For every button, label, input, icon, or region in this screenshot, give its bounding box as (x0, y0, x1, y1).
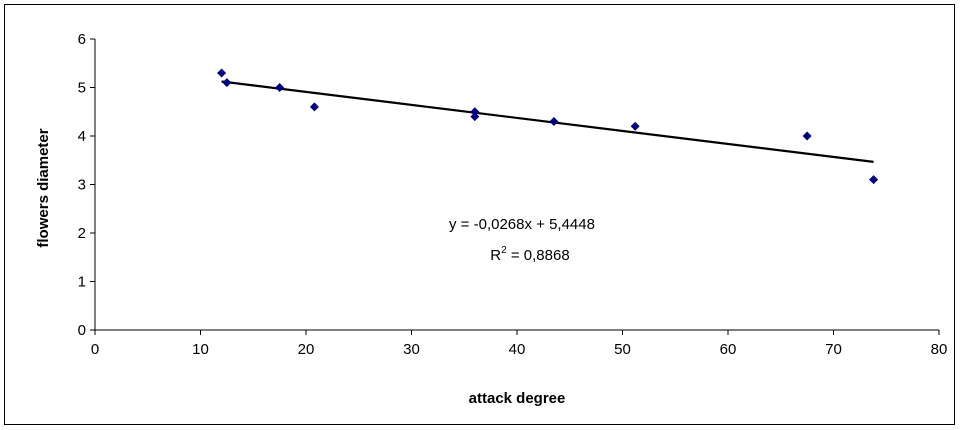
x-tick-label: 0 (91, 341, 99, 358)
y-tick-label: 6 (78, 31, 86, 48)
data-point (309, 102, 319, 112)
x-tick-label: 40 (509, 341, 526, 358)
y-tick-label: 2 (78, 225, 86, 242)
data-points (217, 68, 879, 185)
r-squared-superscript: 2 (501, 245, 507, 256)
x-tick-label: 20 (298, 341, 315, 358)
y-tick-label: 3 (78, 177, 86, 194)
r-squared-value: = 0,8868 (507, 247, 570, 264)
data-point (630, 121, 640, 131)
data-point (217, 68, 227, 78)
x-tick-label: 10 (192, 341, 209, 358)
data-point (275, 83, 285, 92)
y-tick-label: 5 (78, 80, 86, 97)
data-point (802, 131, 812, 141)
r-squared-label: R2 = 0,8868 (490, 245, 569, 264)
x-tick-label: 30 (403, 341, 420, 358)
x-tick-label: 80 (931, 341, 948, 358)
data-point (470, 112, 480, 122)
x-tick-label: 60 (720, 341, 737, 358)
r-squared-prefix: R (490, 247, 501, 264)
y-tick-label: 0 (78, 322, 86, 339)
y-tick-label: 1 (78, 274, 86, 291)
y-tick-label: 4 (78, 128, 86, 145)
trendline (221, 80, 874, 163)
data-point (222, 78, 232, 88)
data-point (869, 175, 879, 185)
axes (94, 39, 939, 331)
chart-frame (4, 4, 955, 425)
x-tick-label: 50 (614, 341, 631, 358)
data-point (470, 107, 480, 117)
trendline-equation: y = -0,0268x + 5,4448 (449, 216, 595, 233)
x-axis-title: attack degree (469, 390, 566, 407)
y-axis-title: flowers diameter (35, 128, 52, 247)
data-point (549, 116, 559, 126)
x-tick-label: 70 (825, 341, 842, 358)
